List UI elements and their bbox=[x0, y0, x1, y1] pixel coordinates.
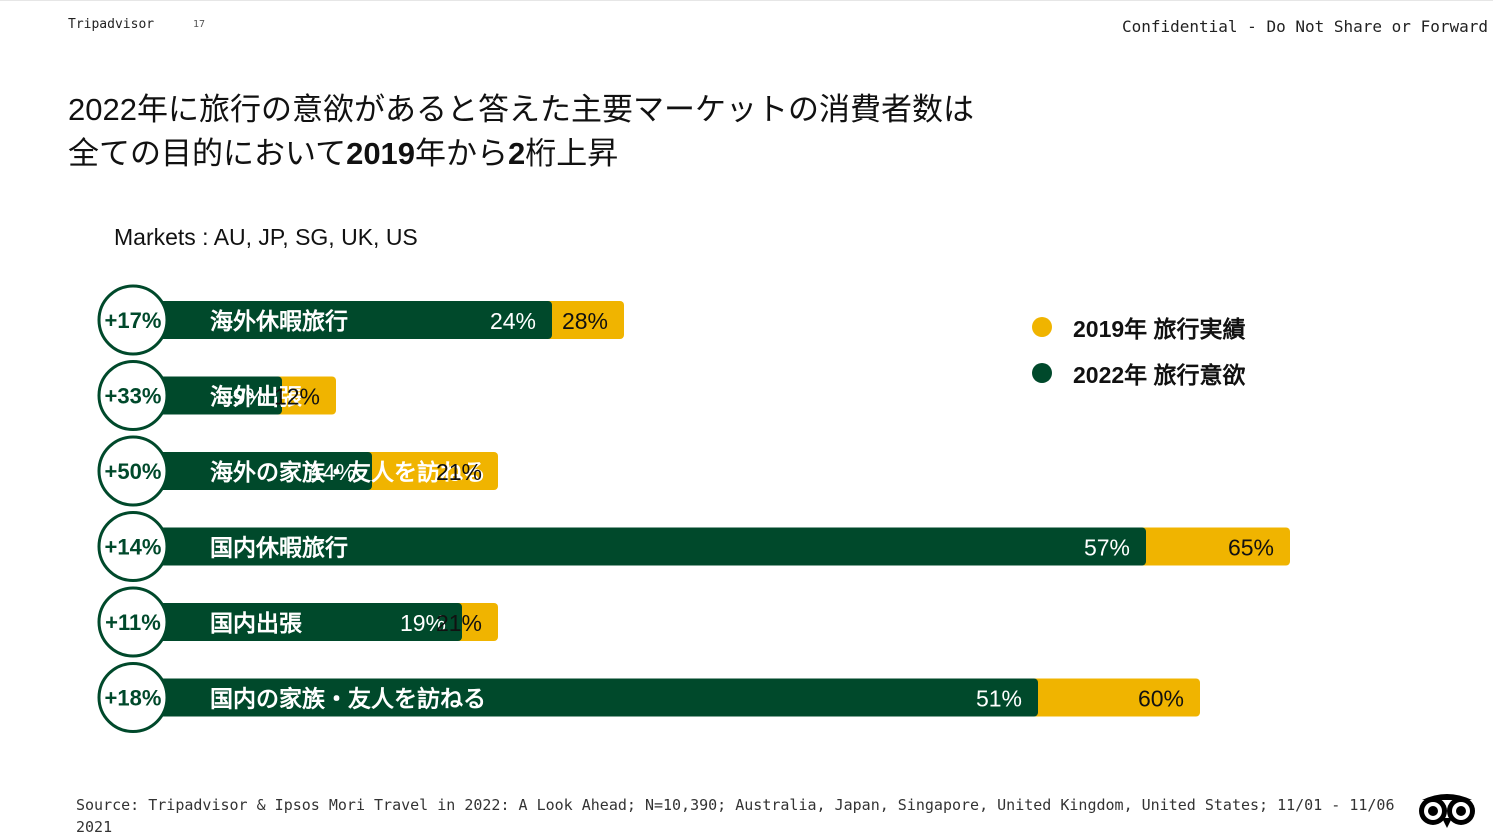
legend-dot-2022 bbox=[1032, 363, 1052, 383]
growth-label-3: +14% bbox=[105, 535, 162, 560]
value-label-2019-0: 24% bbox=[490, 308, 536, 334]
value-label-2022-5: 60% bbox=[1138, 686, 1184, 712]
title-line-2: 全ての目的において2019年から2桁上昇 bbox=[68, 132, 974, 176]
growth-circle-3 bbox=[97, 511, 169, 582]
category-label-4: 国内出張 bbox=[210, 610, 303, 636]
category-label-3: 国内休暇旅行 bbox=[210, 535, 348, 561]
legend-label-2022: 2022年 旅行意欲 bbox=[1073, 362, 1246, 388]
title-line-2-bold-1: 2019 bbox=[346, 136, 416, 171]
growth-circle-1 bbox=[97, 360, 169, 431]
value-label-2022-1: 12% bbox=[274, 384, 320, 410]
title-line-2-part-2: 年から bbox=[415, 136, 509, 171]
value-label-2022-4: 21% bbox=[436, 610, 482, 636]
value-label-2022-3: 65% bbox=[1228, 535, 1274, 561]
value-label-2022-2: 21% bbox=[436, 459, 482, 485]
top-rule bbox=[0, 0, 1493, 1]
source-note: Source: Tripadvisor & Ipsos Mori Travel … bbox=[76, 796, 1395, 836]
page-number: 17 bbox=[193, 19, 206, 30]
category-label-0: 海外休暇旅行 bbox=[210, 308, 348, 334]
growth-label-0: +17% bbox=[105, 308, 162, 333]
category-label-2: 海外の家族・友人を訪ねる bbox=[210, 459, 486, 485]
legend-item-2019: 2019年 旅行実績 bbox=[1032, 304, 1246, 350]
value-label-2019-3: 57% bbox=[1084, 535, 1130, 561]
growth-label-1: +33% bbox=[105, 384, 162, 409]
category-label-5: 国内の家族・友人を訪ねる bbox=[210, 686, 486, 712]
bar-2019-0 bbox=[120, 301, 552, 339]
category-label-1: 海外出張 bbox=[210, 384, 303, 410]
brand-name: Tripadvisor bbox=[68, 17, 155, 32]
slide-title: 2022年に旅行の意欲があると答えた主要マーケットの消費者数は 全ての目的におい… bbox=[68, 88, 974, 176]
markets-label: Markets : AU, JP, SG, UK, US bbox=[114, 224, 418, 250]
title-line-2-part-1: 全ての目的において bbox=[68, 136, 347, 171]
chart-legend: 2019年 旅行実績 2022年 旅行意欲 bbox=[1032, 304, 1246, 396]
bar-2019-2 bbox=[120, 452, 372, 490]
growth-label-2: +50% bbox=[105, 459, 162, 484]
legend-dot-2019 bbox=[1032, 317, 1052, 337]
title-line-1: 2022年に旅行の意欲があると答えた主要マーケットの消費者数は bbox=[68, 92, 974, 127]
growth-label-5: +18% bbox=[105, 686, 162, 711]
growth-circle-0 bbox=[97, 284, 169, 356]
legend-item-2022: 2022年 旅行意欲 bbox=[1032, 350, 1246, 396]
value-label-2019-2: 14% bbox=[310, 459, 356, 485]
title-line-2-bold-2: 2 bbox=[508, 136, 526, 171]
bar-2019-3 bbox=[120, 527, 1146, 566]
value-label-2019-1: 9% bbox=[233, 384, 266, 410]
bar-2019-4 bbox=[120, 603, 462, 641]
legend-label-2019: 2019年 旅行実績 bbox=[1073, 316, 1246, 342]
growth-circle-4 bbox=[97, 586, 169, 658]
growth-label-4: +11% bbox=[105, 610, 161, 635]
value-label-2019-4: 19% bbox=[400, 610, 446, 636]
value-label-2022-0: 28% bbox=[562, 308, 608, 334]
confidential-notice: Confidential - Do Not Share or Forward bbox=[1121, 17, 1488, 36]
title-line-2-part-3: 桁上昇 bbox=[525, 136, 619, 171]
bar-2019-5 bbox=[120, 678, 1038, 717]
growth-circle-5 bbox=[97, 662, 169, 733]
tripadvisor-owl-icon bbox=[1419, 794, 1475, 828]
value-label-2019-5: 51% bbox=[976, 686, 1022, 712]
growth-circle-2 bbox=[97, 435, 169, 507]
